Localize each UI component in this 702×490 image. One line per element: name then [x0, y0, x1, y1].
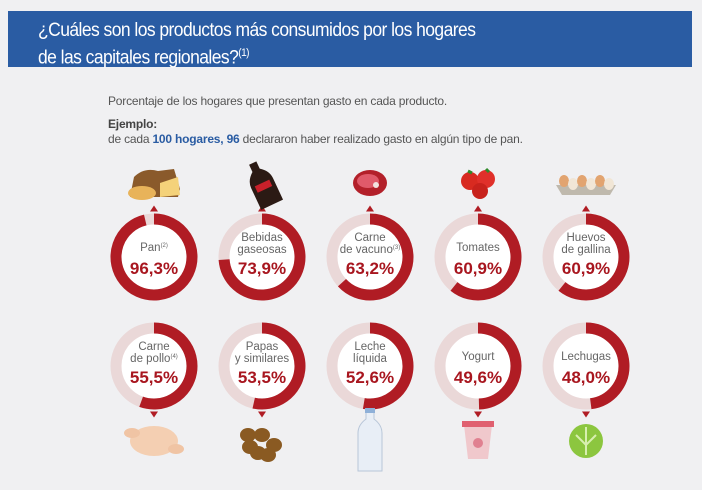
donut-value: 55,5%	[130, 368, 178, 387]
donut-label: Bebidas	[241, 232, 283, 244]
donut-center	[224, 219, 300, 295]
donut-tomates: Tomates 60,9%	[434, 167, 522, 301]
donut-center	[548, 219, 624, 295]
example-post: declararon haber realizado gasto en algú…	[239, 132, 523, 146]
pointer-triangle	[366, 205, 374, 212]
donut-label: Lechugas	[561, 351, 611, 363]
page-title: ¿Cuáles son los productos más consumidos…	[38, 20, 476, 69]
donut-center	[116, 219, 192, 295]
donut-arc	[110, 213, 198, 301]
pointer-triangle	[582, 411, 590, 418]
donut-center	[548, 328, 624, 404]
donut-arc	[218, 213, 306, 301]
donut-label: Huevos	[567, 232, 606, 244]
donut-arc	[450, 213, 522, 301]
header-banner: ¿Cuáles son los productos más consumidos…	[8, 11, 692, 69]
donut-value: 96,3%	[130, 259, 178, 278]
pointer-triangle	[474, 411, 482, 418]
title-line-1: ¿Cuáles son los productos más consumidos…	[38, 20, 476, 41]
donut-label: Papas	[246, 341, 279, 353]
donut-lechugas: Lechugas 48,0%	[542, 322, 630, 458]
donut-label: de pollo(4)	[130, 353, 178, 365]
example-highlight-count: 96	[226, 132, 240, 146]
donut-value: 63,2%	[346, 259, 394, 278]
donut-arc	[337, 213, 414, 301]
donut-label: de gallina	[561, 244, 611, 256]
donut-label: líquida	[353, 353, 387, 365]
donut-center	[116, 328, 192, 404]
donut-center	[440, 219, 516, 295]
donut-arc	[585, 322, 630, 410]
donut-value: 53,5%	[238, 368, 286, 387]
yogurt-icon	[462, 421, 494, 459]
subtitle: Porcentaje de los hogares que presentan …	[108, 94, 447, 108]
bread-icon	[128, 169, 180, 200]
donut-label: de vacuno(3)	[340, 244, 400, 256]
pointer-triangle	[150, 205, 158, 212]
example-text: de cada 100 hogares, 96 declararon haber…	[108, 132, 523, 146]
pointer-triangle	[150, 411, 158, 418]
donut-pan: Pan(2)96,3%	[110, 169, 198, 301]
donut-label: gaseosas	[237, 244, 286, 256]
donut-arc	[477, 322, 522, 410]
potato-icon	[240, 428, 282, 462]
donut-value: 60,9%	[562, 259, 610, 278]
example-highlight-households: 100 hogares,	[152, 132, 224, 146]
example-label: Ejemplo:	[108, 117, 158, 131]
donut-label: Yogurt	[462, 351, 496, 363]
donut-center	[224, 328, 300, 404]
example-pre: de cada	[108, 132, 153, 146]
donut-arc	[139, 322, 198, 410]
donut-label: Carne	[138, 341, 169, 353]
donut-label: Leche	[354, 341, 385, 353]
donut-value: 49,6%	[454, 368, 502, 387]
donut-value: 73,9%	[238, 259, 286, 278]
donut-center	[440, 328, 516, 404]
donut-value: 52,6%	[346, 368, 394, 387]
donut-value: 60,9%	[454, 259, 502, 278]
chicken-icon	[124, 426, 184, 456]
donut-arc	[558, 213, 630, 301]
eggs-icon	[556, 175, 616, 195]
donut-arc	[362, 322, 414, 410]
soda-bottle-icon	[249, 161, 284, 210]
donut-label: Tomates	[456, 242, 500, 254]
title-note: (1)	[238, 47, 249, 59]
donut-arc	[252, 322, 306, 410]
donut-label: y similares	[235, 353, 290, 365]
donut-center	[332, 219, 408, 295]
lettuce-icon	[569, 424, 603, 458]
pointer-triangle	[582, 205, 590, 212]
title-line-2: de las capitales regionales?	[38, 47, 239, 69]
pointer-triangle	[474, 205, 482, 212]
tomato-icon	[461, 167, 495, 199]
milk-bottle-icon	[357, 408, 383, 472]
donut-label: Carne	[354, 232, 385, 244]
pointer-triangle	[258, 411, 266, 418]
beef-icon	[353, 170, 387, 196]
donut-value: 48,0%	[562, 368, 610, 387]
donut-yogurt: Yogurt 49,6%	[434, 322, 522, 459]
donut-center	[332, 328, 408, 404]
